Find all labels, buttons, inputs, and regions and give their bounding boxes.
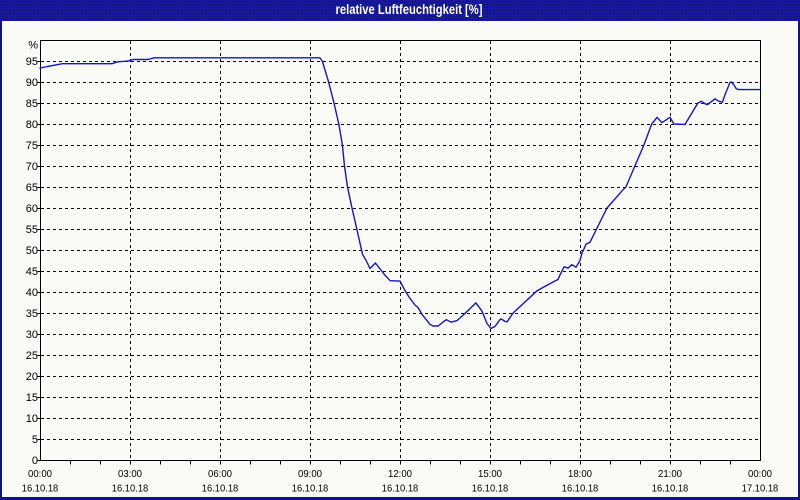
svg-text:17.10.18: 17.10.18 (742, 483, 779, 495)
svg-text:16.10.18: 16.10.18 (382, 483, 419, 495)
svg-text:16.10.18: 16.10.18 (652, 483, 689, 495)
svg-text:21:00: 21:00 (658, 468, 682, 480)
svg-text:90: 90 (26, 77, 38, 89)
svg-text:50: 50 (26, 245, 38, 257)
svg-text:0: 0 (32, 455, 38, 467)
svg-text:75: 75 (26, 140, 38, 152)
svg-text:16.10.18: 16.10.18 (562, 483, 599, 495)
svg-text:relative Luftfeuchtigkeit [%]: relative Luftfeuchtigkeit [%] (336, 1, 483, 17)
svg-text:00:00: 00:00 (748, 468, 772, 480)
svg-text:%: % (28, 40, 38, 52)
svg-text:80: 80 (26, 119, 38, 131)
svg-text:12:00: 12:00 (388, 468, 412, 480)
svg-text:16.10.18: 16.10.18 (472, 483, 509, 495)
svg-text:85: 85 (26, 98, 38, 110)
svg-text:60: 60 (26, 203, 38, 215)
svg-text:18:00: 18:00 (568, 468, 592, 480)
svg-text:09:00: 09:00 (298, 468, 322, 480)
svg-text:5: 5 (32, 434, 38, 446)
svg-text:95: 95 (26, 56, 38, 68)
svg-text:65: 65 (26, 182, 38, 194)
svg-text:15:00: 15:00 (478, 468, 502, 480)
svg-text:00:00: 00:00 (28, 468, 52, 480)
svg-text:16.10.18: 16.10.18 (22, 483, 59, 495)
svg-text:55: 55 (26, 224, 38, 236)
svg-text:03:00: 03:00 (118, 468, 142, 480)
svg-text:06:00: 06:00 (208, 468, 232, 480)
svg-text:20: 20 (26, 371, 38, 383)
svg-text:30: 30 (26, 329, 38, 341)
svg-text:45: 45 (26, 266, 38, 278)
svg-text:10: 10 (26, 413, 38, 425)
svg-text:35: 35 (26, 308, 38, 320)
svg-text:40: 40 (26, 287, 38, 299)
svg-text:16.10.18: 16.10.18 (292, 483, 329, 495)
svg-text:70: 70 (26, 161, 38, 173)
svg-text:16.10.18: 16.10.18 (202, 483, 239, 495)
svg-text:16.10.18: 16.10.18 (112, 483, 149, 495)
svg-text:25: 25 (26, 350, 38, 362)
svg-text:15: 15 (26, 392, 38, 404)
